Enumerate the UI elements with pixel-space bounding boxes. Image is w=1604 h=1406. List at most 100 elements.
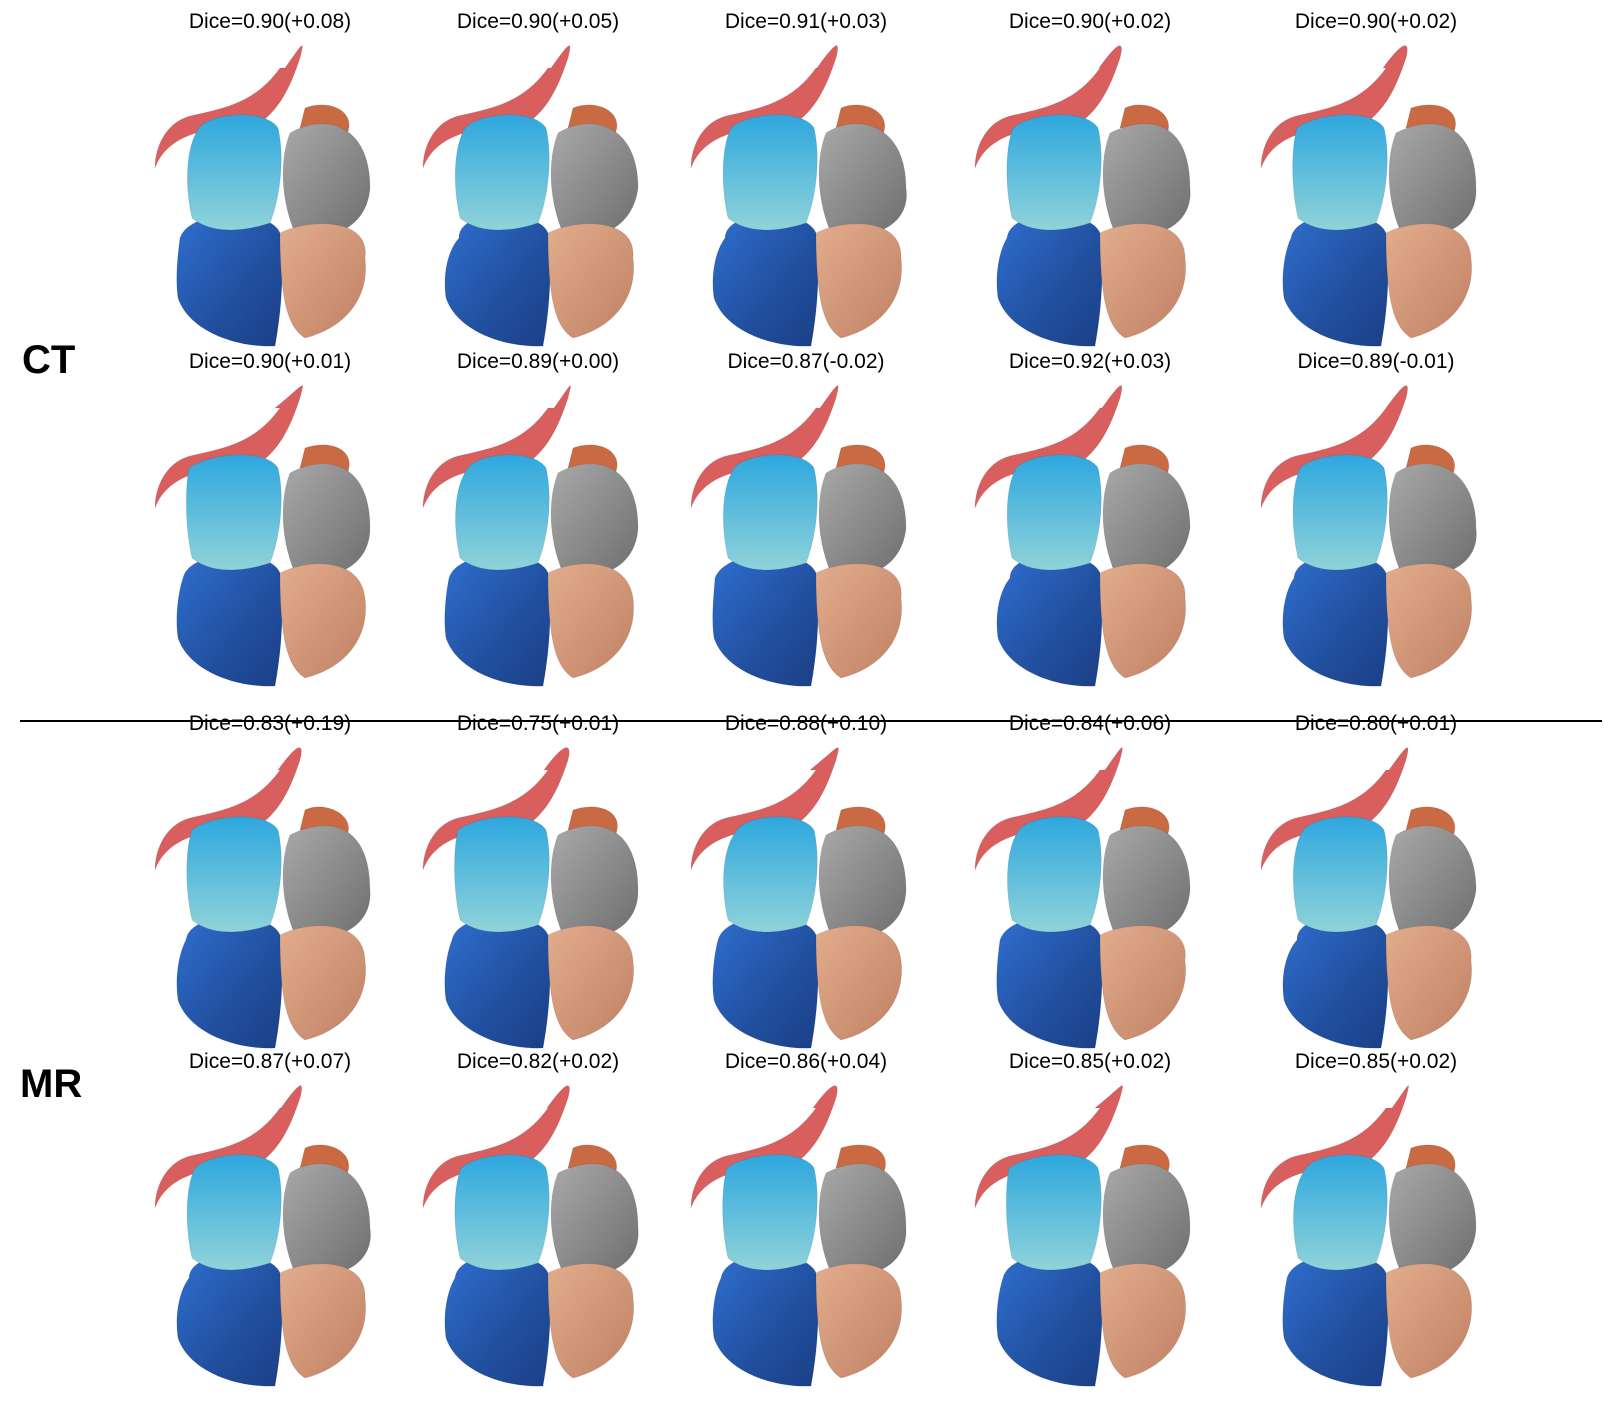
aorta-mesh <box>154 385 304 509</box>
aorta-mesh <box>154 1085 303 1209</box>
left-ventricle-mesh <box>1282 214 1389 347</box>
aorta-mesh <box>690 385 839 509</box>
right-ventricle-mesh <box>815 925 903 1041</box>
dice-score-label: Dice=0.85(+0.02) <box>1294 1050 1458 1073</box>
left-atrium-mesh <box>186 1154 282 1271</box>
aorta-mesh <box>1260 747 1409 871</box>
left-atrium-mesh <box>1292 1154 1388 1271</box>
right-atrium-mesh <box>282 1163 371 1277</box>
section-divider <box>20 720 1602 722</box>
right-atrium-mesh <box>1388 825 1477 939</box>
heart-render <box>154 385 371 687</box>
right-atrium-mesh <box>818 825 907 939</box>
aorta-mesh <box>974 747 1123 871</box>
aorta-mesh <box>422 747 570 871</box>
dice-score-label: Dice=0.90(+0.02) <box>1294 10 1458 33</box>
left-atrium-mesh <box>723 816 818 933</box>
right-ventricle-mesh <box>279 563 367 679</box>
heart-panel: Dice=0.82(+0.02) <box>398 1050 678 1390</box>
heart-render <box>154 45 371 347</box>
right-atrium-mesh <box>282 825 371 939</box>
dice-score-label: Dice=0.83(+0.19) <box>188 712 352 735</box>
left-atrium-mesh <box>454 1154 550 1271</box>
left-atrium-mesh <box>1005 1154 1102 1271</box>
dice-score-label: Dice=0.90(+0.05) <box>456 10 620 33</box>
dice-score-label: Dice=0.89(-0.01) <box>1297 350 1455 373</box>
dice-score-label: Dice=0.75(+0.01) <box>456 712 620 735</box>
heart-panel: Dice=0.92(+0.03) <box>950 350 1230 690</box>
right-atrium-mesh <box>1102 825 1191 939</box>
aorta-mesh <box>1260 385 1409 509</box>
heart-panel: Dice=0.83(+0.19) <box>130 712 410 1052</box>
heart-panel: Dice=0.91(+0.03) <box>666 10 946 350</box>
left-ventricle-mesh <box>996 1254 1103 1387</box>
left-ventricle-mesh <box>712 554 819 687</box>
left-ventricle-mesh <box>176 554 283 687</box>
left-ventricle-mesh <box>1282 1254 1389 1387</box>
right-atrium-mesh <box>282 463 371 577</box>
left-atrium-mesh <box>1006 114 1102 231</box>
right-ventricle-mesh <box>1385 563 1473 679</box>
aorta-mesh <box>1260 45 1408 169</box>
heart-panel: Dice=0.90(+0.02) <box>950 10 1230 350</box>
right-atrium-mesh <box>818 1163 907 1277</box>
heart-panel: Dice=0.89(-0.01) <box>1236 350 1516 690</box>
left-ventricle-mesh <box>996 554 1103 687</box>
left-ventricle-mesh <box>996 214 1103 347</box>
heart-render <box>1260 1085 1477 1387</box>
left-ventricle-mesh <box>712 1254 819 1387</box>
right-ventricle-mesh <box>547 223 635 339</box>
section-label-mr: MR <box>20 1062 83 1106</box>
right-atrium-mesh <box>1102 1163 1191 1277</box>
left-atrium-mesh <box>1292 454 1388 571</box>
heart-render <box>154 1085 371 1387</box>
aorta-mesh <box>690 747 839 871</box>
right-ventricle-mesh <box>815 1263 903 1379</box>
heart-render <box>154 747 371 1049</box>
right-atrium-mesh <box>818 123 907 237</box>
left-ventricle-mesh <box>712 916 819 1049</box>
right-atrium-mesh <box>818 463 907 577</box>
left-atrium-mesh <box>1006 816 1102 933</box>
right-ventricle-mesh <box>1099 925 1187 1041</box>
left-ventricle-mesh <box>1282 916 1389 1049</box>
left-atrium-mesh <box>722 1154 818 1271</box>
heart-render <box>1260 385 1477 687</box>
left-ventricle-mesh <box>444 554 551 687</box>
left-ventricle-mesh <box>712 214 819 347</box>
heart-render <box>1260 747 1477 1049</box>
right-ventricle-mesh <box>279 1263 367 1379</box>
right-ventricle-mesh <box>1099 563 1187 679</box>
aorta-mesh <box>974 385 1123 509</box>
left-atrium-mesh <box>185 454 282 571</box>
dice-score-label: Dice=0.89(+0.00) <box>456 350 620 373</box>
dice-score-label: Dice=0.91(+0.03) <box>724 10 888 33</box>
heart-panel: Dice=0.88(+0.10) <box>666 712 946 1052</box>
dice-score-label: Dice=0.87(-0.02) <box>727 350 885 373</box>
left-ventricle-mesh <box>444 916 551 1049</box>
right-ventricle-mesh <box>815 563 903 679</box>
right-ventricle-mesh <box>547 925 635 1041</box>
right-ventricle-mesh <box>279 925 367 1041</box>
heart-panel: Dice=0.90(+0.01) <box>130 350 410 690</box>
heart-panel: Dice=0.80(+0.01) <box>1236 712 1516 1052</box>
right-atrium-mesh <box>1102 463 1191 577</box>
right-atrium-mesh <box>1102 123 1191 237</box>
dice-score-label: Dice=0.88(+0.10) <box>724 712 888 735</box>
right-atrium-mesh <box>550 825 639 939</box>
heart-render <box>422 747 639 1049</box>
heart-render <box>690 1085 907 1387</box>
heart-panel: Dice=0.86(+0.04) <box>666 1050 946 1390</box>
left-ventricle-mesh <box>176 1254 283 1387</box>
right-ventricle-mesh <box>547 1263 635 1379</box>
dice-score-label: Dice=0.87(+0.07) <box>188 1050 352 1073</box>
right-ventricle-mesh <box>1385 925 1473 1041</box>
left-atrium-mesh <box>722 454 818 571</box>
heart-panel: Dice=0.87(+0.07) <box>130 1050 410 1390</box>
right-ventricle-mesh <box>547 563 635 679</box>
right-atrium-mesh <box>1388 1163 1477 1277</box>
heart-panel: Dice=0.89(+0.00) <box>398 350 678 690</box>
left-atrium-mesh <box>454 816 550 933</box>
heart-render <box>422 385 639 687</box>
aorta-mesh <box>154 747 302 871</box>
